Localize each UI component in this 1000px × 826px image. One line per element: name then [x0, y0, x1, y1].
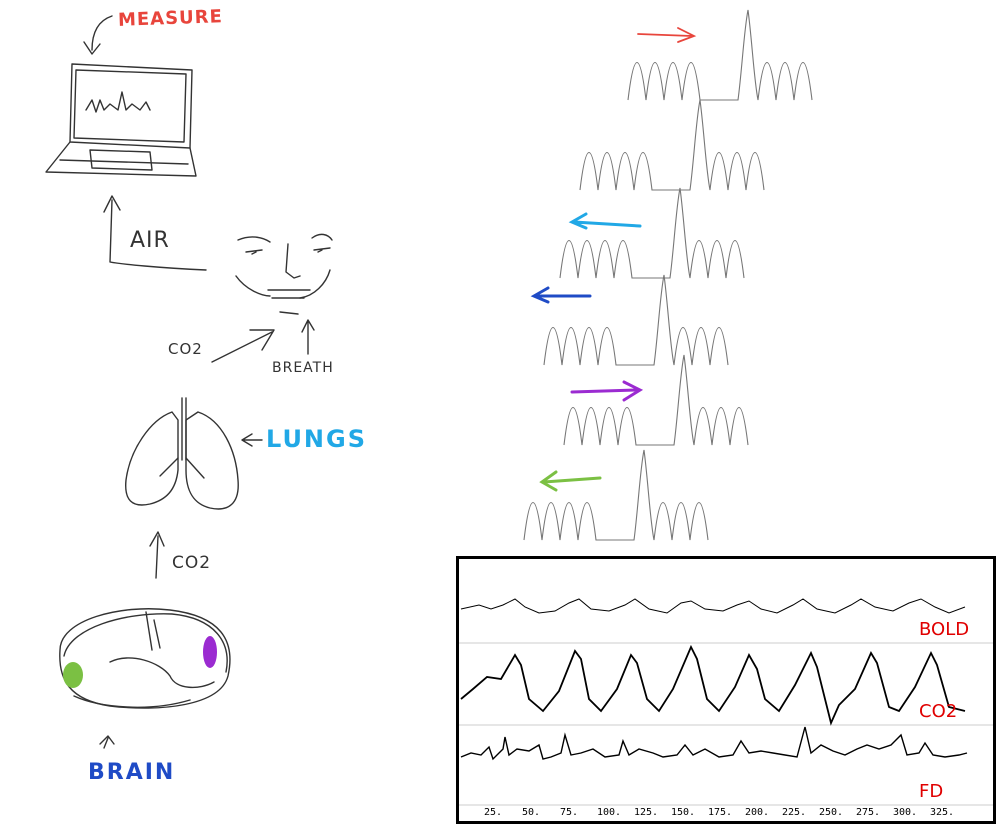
waveform-3 — [559, 187, 745, 279]
waveform-6 — [523, 449, 709, 541]
fd-trace — [460, 726, 968, 761]
sketch-drawing — [45, 15, 333, 749]
brain-green-blob — [63, 662, 83, 688]
arrow-darkblue-left — [530, 286, 592, 304]
laptop-icon — [45, 63, 197, 177]
waveform-2 — [579, 99, 765, 191]
waveform-4 — [543, 274, 729, 366]
bold-trace — [460, 598, 966, 614]
arrow-lightblue-left — [568, 212, 642, 230]
co2-trace — [460, 644, 966, 726]
x-tick: 50. — [522, 807, 541, 818]
brain-label: BRAIN — [88, 760, 176, 785]
x-tick: 125. — [634, 807, 659, 818]
trace-panel: BOLD CO2 FD 25. 50. 75. 100. 125. 150. 1… — [456, 556, 996, 824]
trace-label-fd: FD — [919, 781, 944, 802]
brain-purple-blob — [203, 636, 217, 668]
x-tick: 250. — [819, 807, 844, 818]
x-tick: 100. — [597, 807, 622, 818]
air-arrow — [103, 195, 207, 271]
measure-label: MEASURE — [117, 6, 224, 31]
waveform-stack — [523, 9, 813, 541]
face-icon — [235, 233, 333, 315]
x-tick: 200. — [745, 807, 770, 818]
x-tick: 25. — [484, 807, 503, 818]
waveform-5 — [563, 354, 749, 446]
breath-label: BREATH — [272, 360, 334, 376]
brain-icon — [59, 608, 231, 749]
lungs-label: LUNGS — [266, 425, 367, 453]
x-tick: 175. — [708, 807, 733, 818]
co2-lungs-label: CO2 — [172, 553, 212, 573]
x-tick: 75. — [560, 807, 579, 818]
lungs-icon — [125, 397, 239, 510]
waveform-1 — [627, 9, 813, 101]
breath-arrow — [301, 319, 315, 355]
x-tick: 275. — [856, 807, 881, 818]
trace-label-bold: BOLD — [919, 619, 970, 640]
x-tick: 300. — [893, 807, 918, 818]
x-tick: 325. — [930, 807, 955, 818]
x-tick: 225. — [782, 807, 807, 818]
co2-face-label: CO2 — [168, 340, 203, 358]
trace-label-co2: CO2 — [919, 701, 958, 722]
x-tick: 150. — [671, 807, 696, 818]
arrow-purple-right — [570, 380, 644, 402]
measure-arrow — [83, 15, 113, 55]
arrow-red-right — [637, 27, 697, 43]
air-label: AIR — [130, 228, 170, 253]
trace-plot — [459, 598, 993, 806]
co2-face-arrow — [211, 329, 275, 363]
lungs-arrow — [241, 433, 263, 447]
arrow-green-left — [539, 470, 602, 492]
co2-lungs-arrow — [149, 531, 165, 579]
